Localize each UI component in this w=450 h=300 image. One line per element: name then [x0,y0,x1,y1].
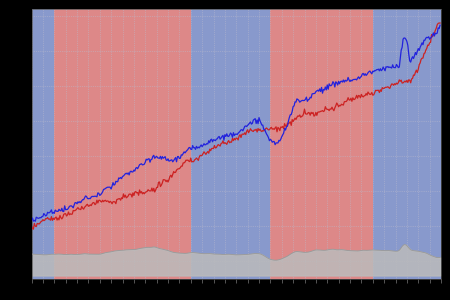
Bar [373,9,441,279]
Bar [54,9,191,279]
Bar [270,9,373,279]
Bar [191,9,270,279]
Bar [32,9,54,279]
